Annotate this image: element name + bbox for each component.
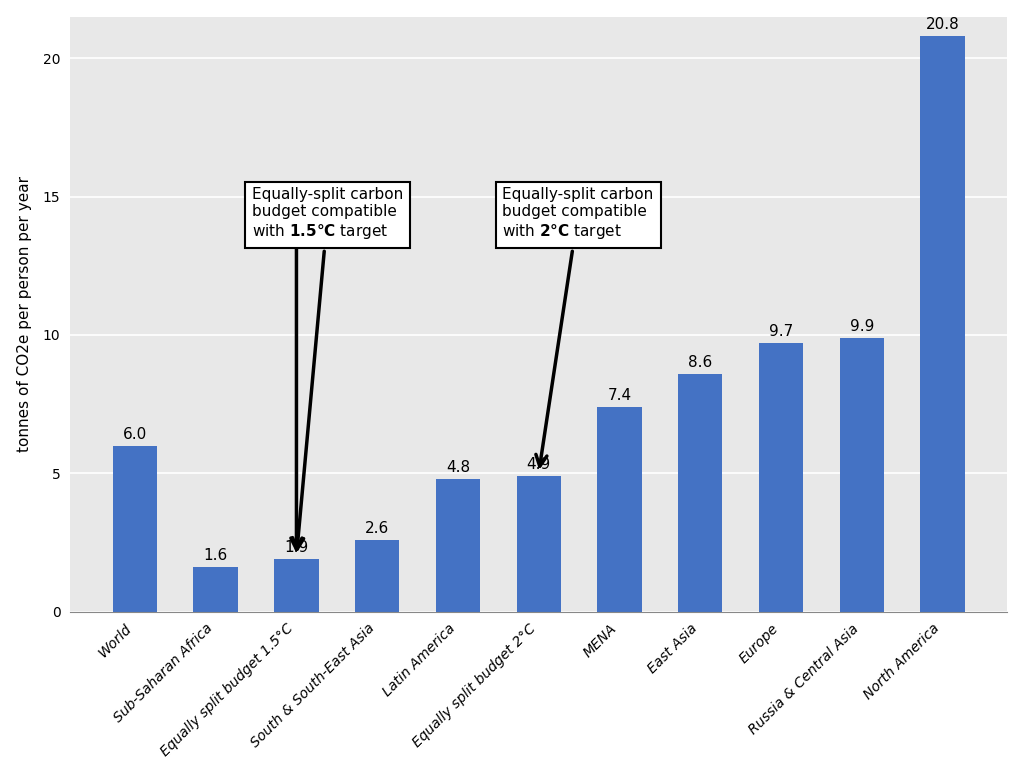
Text: 9.9: 9.9: [850, 319, 873, 334]
Bar: [355, 540, 399, 611]
Text: 7.4: 7.4: [607, 388, 632, 403]
Text: 9.7: 9.7: [769, 324, 794, 339]
Bar: [840, 338, 884, 611]
Text: Equally-split carbon
budget compatible
with $\mathbf{1.5°C}$ target: Equally-split carbon budget compatible w…: [252, 187, 403, 549]
Text: 1.9: 1.9: [285, 540, 308, 555]
Bar: [194, 567, 238, 611]
Y-axis label: tonnes of CO2e per person per year: tonnes of CO2e per person per year: [16, 176, 32, 452]
Bar: [436, 479, 480, 611]
Text: 6.0: 6.0: [123, 427, 147, 442]
Bar: [759, 343, 803, 611]
Bar: [516, 476, 561, 611]
Bar: [113, 445, 157, 611]
Bar: [597, 407, 642, 611]
Bar: [921, 36, 965, 611]
Text: Equally-split carbon
budget compatible
with $\mathbf{2°C}$ target: Equally-split carbon budget compatible w…: [503, 187, 653, 466]
Text: 8.6: 8.6: [688, 355, 713, 369]
Text: 4.9: 4.9: [526, 457, 551, 472]
Text: 4.8: 4.8: [445, 459, 470, 475]
Bar: [678, 374, 723, 611]
Text: 2.6: 2.6: [366, 521, 389, 535]
Bar: [274, 559, 318, 611]
Text: 20.8: 20.8: [926, 17, 959, 32]
Text: 1.6: 1.6: [204, 549, 227, 563]
